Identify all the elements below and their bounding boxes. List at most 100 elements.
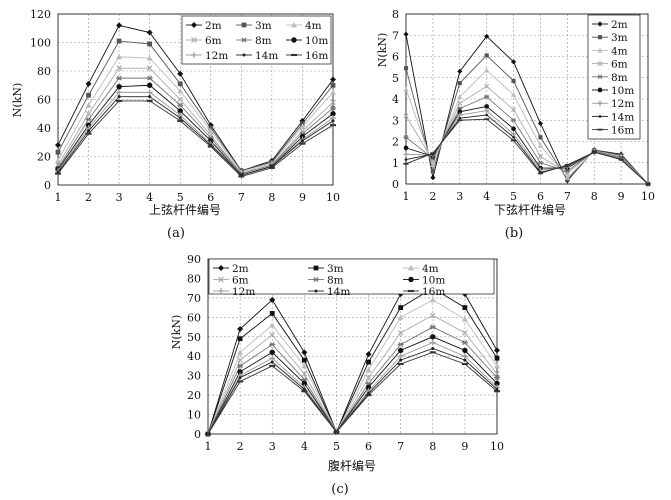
data-point [269, 342, 276, 348]
legend-marker [191, 52, 197, 58]
data-point [403, 31, 409, 37]
data-point [510, 59, 517, 65]
x-tick-label: 1 [55, 191, 62, 204]
data-point [494, 375, 500, 381]
legend-marker [597, 47, 603, 53]
y-tick-label: 60 [187, 311, 201, 324]
x-tick-label: 8 [429, 440, 436, 453]
y-tick-label: 90 [187, 253, 201, 266]
legend-label: 10m [611, 85, 634, 97]
data-point [55, 142, 61, 149]
legend-marker [408, 276, 414, 283]
x-tick-label: 2 [429, 190, 436, 203]
data-point [116, 83, 122, 90]
legend-marker [597, 128, 603, 131]
data-point [269, 311, 275, 316]
data-point [430, 162, 436, 167]
data-point [301, 349, 308, 356]
legend-item: 16m [592, 125, 634, 137]
data-point [207, 127, 214, 134]
data-point [302, 387, 306, 391]
y-axis-label: N(kN) [170, 315, 183, 350]
data-point [365, 384, 372, 391]
data-point [148, 95, 152, 99]
data-point [484, 108, 490, 114]
data-point [462, 305, 468, 311]
legend-item: 2m [186, 20, 222, 32]
y-axis-label: N(kN) [11, 83, 24, 118]
data-point [269, 355, 276, 362]
legend-item: 8m [592, 72, 628, 84]
x-tick-label: 2 [85, 191, 92, 204]
data-point [365, 366, 372, 373]
data-point [457, 119, 463, 122]
data-point [116, 89, 123, 96]
data-point [403, 151, 409, 157]
data-point [484, 83, 490, 89]
data-point [116, 99, 123, 102]
data-point [146, 55, 153, 61]
data-point [365, 394, 372, 397]
x-tick-label: 5 [333, 440, 340, 453]
data-point [147, 41, 153, 47]
series-line [207, 342, 498, 435]
y-tick-label: 80 [37, 65, 51, 78]
data-point [116, 65, 122, 71]
series-line [207, 287, 498, 435]
y-tick-label: 7 [392, 29, 399, 42]
data-point [331, 119, 335, 123]
data-point [177, 108, 183, 114]
data-point [207, 145, 214, 148]
y-tick-label: 20 [187, 389, 201, 402]
data-point [330, 105, 336, 111]
x-tick-label: 5 [177, 191, 184, 204]
x-tick-label: 9 [461, 440, 468, 453]
data-point [430, 152, 436, 155]
data-point [237, 326, 244, 332]
legend-item: 3m [236, 20, 272, 32]
series-line [57, 96, 334, 176]
y-tick-label: 80 [187, 272, 201, 285]
y-tick-label: 8 [392, 8, 399, 21]
data-point [429, 296, 436, 303]
series-line [207, 351, 498, 435]
data-point [146, 89, 153, 96]
data-point [494, 347, 500, 354]
data-point [462, 347, 468, 354]
legend-label: 16m [305, 50, 328, 62]
data-point [484, 53, 489, 58]
data-point [461, 353, 468, 360]
legend-label: 8m [327, 275, 344, 287]
y-tick-label: 1 [392, 157, 399, 170]
data-point [565, 177, 570, 182]
legend-label: 2m [205, 20, 222, 32]
legend-marker [218, 276, 224, 283]
data-point [237, 380, 244, 383]
x-axis-label: 下弦杆件编号 [494, 202, 566, 217]
data-point [269, 296, 276, 303]
data-point [484, 33, 490, 39]
legend-label: 8m [255, 35, 272, 47]
y-tick-label: 50 [187, 331, 201, 344]
data-point [463, 358, 467, 362]
data-point [484, 67, 490, 73]
x-tick-label: 8 [268, 191, 275, 204]
legend-marker [408, 289, 414, 293]
data-point [484, 94, 490, 100]
data-point [510, 139, 517, 142]
data-point [301, 357, 307, 363]
data-point [399, 358, 403, 362]
axes [57, 13, 334, 186]
legend-label: 14m [611, 111, 634, 123]
series-line [405, 69, 649, 185]
legend: 2m 3m 4m 6m 8m 10m 12m 14m 16m [208, 258, 495, 298]
x-tick-label: 4 [146, 191, 153, 204]
data-point [457, 100, 463, 106]
data-point [366, 359, 371, 365]
data-point [510, 92, 517, 97]
legend-item: 2m [213, 263, 249, 275]
panel-label-c: (c) [331, 482, 348, 497]
data-point [87, 129, 91, 133]
y-tick-label: 100 [30, 37, 51, 50]
series-line [207, 326, 498, 435]
